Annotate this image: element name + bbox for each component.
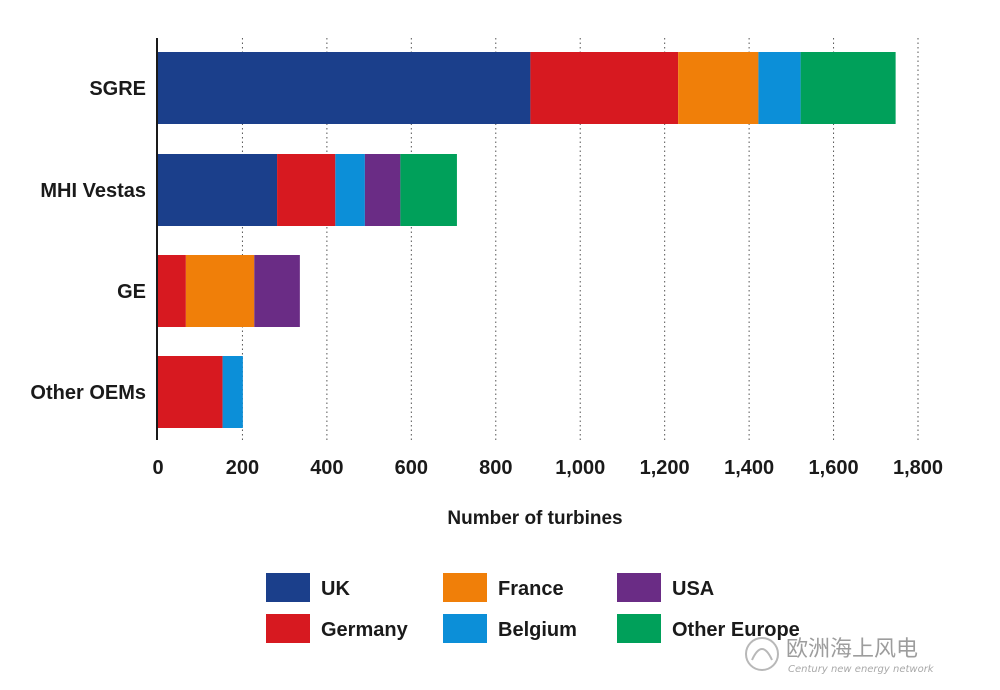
bar-segment-mhi-vestas-other-europe [400,154,457,226]
bar-segment-sgre-other-europe [800,52,896,124]
x-tick-labels: 0 200 400 600 800 1,000 1,200 1,400 1,600 1,800 [152,457,943,479]
x-tick-label: 0 [152,457,163,479]
category-label: MHI Vestas [40,180,146,202]
legend-swatch-uk [266,573,310,602]
x-tick-label: 1,400 [724,457,774,479]
x-tick-label: 1,600 [809,457,859,479]
x-tick-label: 1,200 [640,457,690,479]
x-tick-label: 1,000 [555,457,605,479]
category-labels: SGRE MHI Vestas GE Other OEMs [30,78,146,404]
legend-swatch-usa [617,573,661,602]
bar-segment-sgre-belgium [758,52,801,124]
bar-segment-ge-france [185,255,255,327]
category-label: GE [117,281,146,303]
legend-label-other-europe: Other Europe [672,619,800,641]
bars [158,52,896,428]
legend-swatch-belgium [443,614,487,643]
watermark-logo-icon [745,637,779,671]
legend: UK France USA Germany Belgium Other Europe [266,573,800,643]
bar-segment-sgre-france [678,52,759,124]
bar-segment-ge-usa [254,255,300,327]
legend-swatch-germany [266,614,310,643]
x-axis-title: Number of turbines [447,508,622,529]
watermark-subtext: Century new energy network [788,664,935,675]
legend-label-uk: UK [321,578,350,600]
bar-segment-mhi-vestas-belgium [335,154,365,226]
bar-segment-ge-germany [158,255,186,327]
legend-label-usa: USA [672,578,714,600]
legend-swatch-france [443,573,487,602]
bar-segment-mhi-vestas-usa [364,154,401,226]
bar-segment-mhi-vestas-germany [277,154,336,226]
legend-label-belgium: Belgium [498,619,577,641]
bar-segment-sgre-germany [530,52,679,124]
x-tick-label: 400 [310,457,343,479]
bar-segment-other-oems-belgium [222,356,243,428]
bar-segment-other-oems-germany [158,356,223,428]
x-tick-label: 200 [226,457,259,479]
category-label: Other OEMs [30,382,146,404]
legend-swatch-other-europe [617,614,661,643]
legend-label-germany: Germany [321,619,409,641]
legend-label-france: France [498,578,564,600]
watermark-text: 欧洲海上风电 [786,637,918,662]
bar-segment-sgre-uk [158,52,531,124]
x-tick-label: 600 [395,457,428,479]
x-tick-label: 800 [479,457,512,479]
watermark: 欧洲海上风电 Century new energy network [745,637,935,675]
category-label: SGRE [89,78,146,100]
x-tick-label: 1,800 [893,457,943,479]
bar-segment-mhi-vestas-uk [158,154,278,226]
